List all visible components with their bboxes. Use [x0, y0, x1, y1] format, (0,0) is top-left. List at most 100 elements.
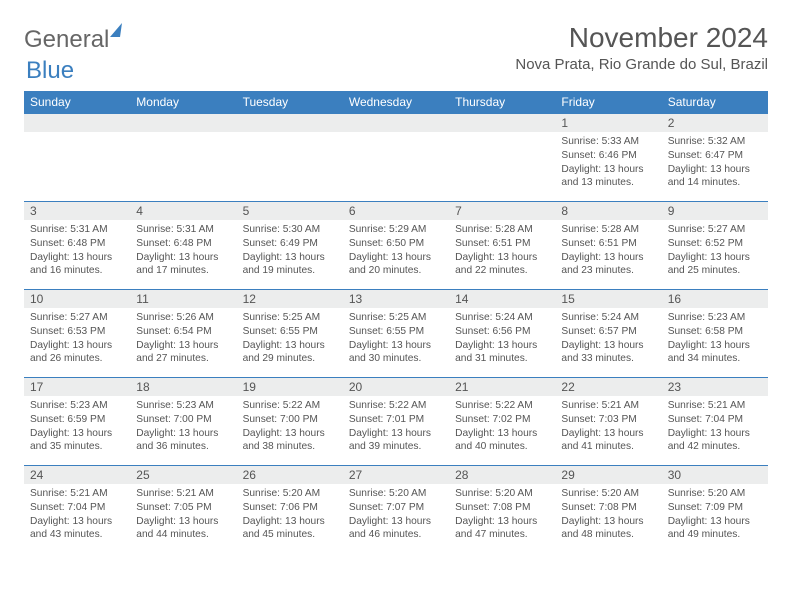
- day-number: [24, 114, 130, 132]
- daylight-text: Daylight: 13 hours and 49 minutes.: [668, 515, 762, 543]
- sunset-text: Sunset: 7:08 PM: [561, 501, 655, 515]
- daylight-text: Daylight: 13 hours and 44 minutes.: [136, 515, 230, 543]
- day-info: Sunrise: 5:24 AMSunset: 6:57 PMDaylight:…: [555, 308, 661, 366]
- sunrise-text: Sunrise: 5:27 AM: [668, 223, 762, 237]
- day-number: 4: [130, 202, 236, 220]
- title-block: November 2024 Nova Prata, Rio Grande do …: [515, 22, 768, 73]
- day-number: 18: [130, 378, 236, 396]
- daylight-text: Daylight: 13 hours and 38 minutes.: [243, 427, 337, 455]
- calendar-cell: 5Sunrise: 5:30 AMSunset: 6:49 PMDaylight…: [237, 202, 343, 290]
- day-info: Sunrise: 5:21 AMSunset: 7:04 PMDaylight:…: [24, 484, 130, 542]
- day-number: 15: [555, 290, 661, 308]
- calendar-row: 24Sunrise: 5:21 AMSunset: 7:04 PMDayligh…: [24, 466, 768, 554]
- daylight-text: Daylight: 13 hours and 42 minutes.: [668, 427, 762, 455]
- sunrise-text: Sunrise: 5:26 AM: [136, 311, 230, 325]
- sunset-text: Sunset: 7:01 PM: [349, 413, 443, 427]
- sunset-text: Sunset: 7:04 PM: [668, 413, 762, 427]
- dayhdr-mon: Monday: [130, 91, 236, 114]
- sunset-text: Sunset: 7:05 PM: [136, 501, 230, 515]
- sunrise-text: Sunrise: 5:30 AM: [243, 223, 337, 237]
- day-info: Sunrise: 5:20 AMSunset: 7:08 PMDaylight:…: [555, 484, 661, 542]
- sunset-text: Sunset: 7:02 PM: [455, 413, 549, 427]
- day-number: 10: [24, 290, 130, 308]
- sunset-text: Sunset: 7:08 PM: [455, 501, 549, 515]
- calendar-cell: 19Sunrise: 5:22 AMSunset: 7:00 PMDayligh…: [237, 378, 343, 466]
- sunset-text: Sunset: 6:46 PM: [561, 149, 655, 163]
- daylight-text: Daylight: 13 hours and 27 minutes.: [136, 339, 230, 367]
- sunrise-text: Sunrise: 5:25 AM: [349, 311, 443, 325]
- sunset-text: Sunset: 6:48 PM: [30, 237, 124, 251]
- sunrise-text: Sunrise: 5:21 AM: [668, 399, 762, 413]
- day-info: Sunrise: 5:21 AMSunset: 7:04 PMDaylight:…: [662, 396, 768, 454]
- day-info: Sunrise: 5:22 AMSunset: 7:01 PMDaylight:…: [343, 396, 449, 454]
- sunrise-text: Sunrise: 5:24 AM: [455, 311, 549, 325]
- day-number: 13: [343, 290, 449, 308]
- sunrise-text: Sunrise: 5:25 AM: [243, 311, 337, 325]
- calendar-cell: 20Sunrise: 5:22 AMSunset: 7:01 PMDayligh…: [343, 378, 449, 466]
- calendar-cell: 27Sunrise: 5:20 AMSunset: 7:07 PMDayligh…: [343, 466, 449, 554]
- sunset-text: Sunset: 6:59 PM: [30, 413, 124, 427]
- dayhdr-tue: Tuesday: [237, 91, 343, 114]
- day-info: Sunrise: 5:28 AMSunset: 6:51 PMDaylight:…: [449, 220, 555, 278]
- sunset-text: Sunset: 7:06 PM: [243, 501, 337, 515]
- sunrise-text: Sunrise: 5:32 AM: [668, 135, 762, 149]
- daylight-text: Daylight: 13 hours and 13 minutes.: [561, 163, 655, 191]
- sunset-text: Sunset: 6:51 PM: [455, 237, 549, 251]
- brand-logo: General: [24, 22, 121, 54]
- sunset-text: Sunset: 7:03 PM: [561, 413, 655, 427]
- day-info: Sunrise: 5:21 AMSunset: 7:05 PMDaylight:…: [130, 484, 236, 542]
- day-info: Sunrise: 5:21 AMSunset: 7:03 PMDaylight:…: [555, 396, 661, 454]
- calendar-cell: 9Sunrise: 5:27 AMSunset: 6:52 PMDaylight…: [662, 202, 768, 290]
- day-info: Sunrise: 5:33 AMSunset: 6:46 PMDaylight:…: [555, 132, 661, 190]
- sunrise-text: Sunrise: 5:20 AM: [561, 487, 655, 501]
- day-number: 9: [662, 202, 768, 220]
- sunrise-text: Sunrise: 5:27 AM: [30, 311, 124, 325]
- sunset-text: Sunset: 7:09 PM: [668, 501, 762, 515]
- day-number: 29: [555, 466, 661, 484]
- daylight-text: Daylight: 13 hours and 22 minutes.: [455, 251, 549, 279]
- sunrise-text: Sunrise: 5:24 AM: [561, 311, 655, 325]
- day-number: 26: [237, 466, 343, 484]
- day-number: 19: [237, 378, 343, 396]
- day-number: 6: [343, 202, 449, 220]
- daylight-text: Daylight: 13 hours and 31 minutes.: [455, 339, 549, 367]
- sunrise-text: Sunrise: 5:31 AM: [30, 223, 124, 237]
- day-number: 16: [662, 290, 768, 308]
- calendar-cell: 10Sunrise: 5:27 AMSunset: 6:53 PMDayligh…: [24, 290, 130, 378]
- day-info: Sunrise: 5:20 AMSunset: 7:06 PMDaylight:…: [237, 484, 343, 542]
- day-info: Sunrise: 5:31 AMSunset: 6:48 PMDaylight:…: [24, 220, 130, 278]
- daylight-text: Daylight: 13 hours and 29 minutes.: [243, 339, 337, 367]
- daylight-text: Daylight: 13 hours and 19 minutes.: [243, 251, 337, 279]
- sunset-text: Sunset: 6:53 PM: [30, 325, 124, 339]
- daylight-text: Daylight: 13 hours and 20 minutes.: [349, 251, 443, 279]
- day-number: 11: [130, 290, 236, 308]
- calendar-cell: 17Sunrise: 5:23 AMSunset: 6:59 PMDayligh…: [24, 378, 130, 466]
- daylight-text: Daylight: 13 hours and 14 minutes.: [668, 163, 762, 191]
- day-number: 28: [449, 466, 555, 484]
- calendar-cell: 6Sunrise: 5:29 AMSunset: 6:50 PMDaylight…: [343, 202, 449, 290]
- daylight-text: Daylight: 13 hours and 35 minutes.: [30, 427, 124, 455]
- calendar-cell: 21Sunrise: 5:22 AMSunset: 7:02 PMDayligh…: [449, 378, 555, 466]
- calendar-body: 1Sunrise: 5:33 AMSunset: 6:46 PMDaylight…: [24, 114, 768, 554]
- calendar-row: 3Sunrise: 5:31 AMSunset: 6:48 PMDaylight…: [24, 202, 768, 290]
- sunrise-text: Sunrise: 5:28 AM: [455, 223, 549, 237]
- daylight-text: Daylight: 13 hours and 41 minutes.: [561, 427, 655, 455]
- daylight-text: Daylight: 13 hours and 23 minutes.: [561, 251, 655, 279]
- calendar-row: 17Sunrise: 5:23 AMSunset: 6:59 PMDayligh…: [24, 378, 768, 466]
- day-number: 24: [24, 466, 130, 484]
- day-info: Sunrise: 5:23 AMSunset: 7:00 PMDaylight:…: [130, 396, 236, 454]
- daylight-text: Daylight: 13 hours and 36 minutes.: [136, 427, 230, 455]
- dayhdr-thu: Thursday: [449, 91, 555, 114]
- sunset-text: Sunset: 6:57 PM: [561, 325, 655, 339]
- location: Nova Prata, Rio Grande do Sul, Brazil: [515, 56, 768, 73]
- sunrise-text: Sunrise: 5:20 AM: [243, 487, 337, 501]
- sunrise-text: Sunrise: 5:22 AM: [455, 399, 549, 413]
- sunset-text: Sunset: 7:07 PM: [349, 501, 443, 515]
- dayhdr-sun: Sunday: [24, 91, 130, 114]
- day-info: Sunrise: 5:23 AMSunset: 6:58 PMDaylight:…: [662, 308, 768, 366]
- daylight-text: Daylight: 13 hours and 16 minutes.: [30, 251, 124, 279]
- day-number: 2: [662, 114, 768, 132]
- daylight-text: Daylight: 13 hours and 47 minutes.: [455, 515, 549, 543]
- calendar-cell: 15Sunrise: 5:24 AMSunset: 6:57 PMDayligh…: [555, 290, 661, 378]
- daylight-text: Daylight: 13 hours and 45 minutes.: [243, 515, 337, 543]
